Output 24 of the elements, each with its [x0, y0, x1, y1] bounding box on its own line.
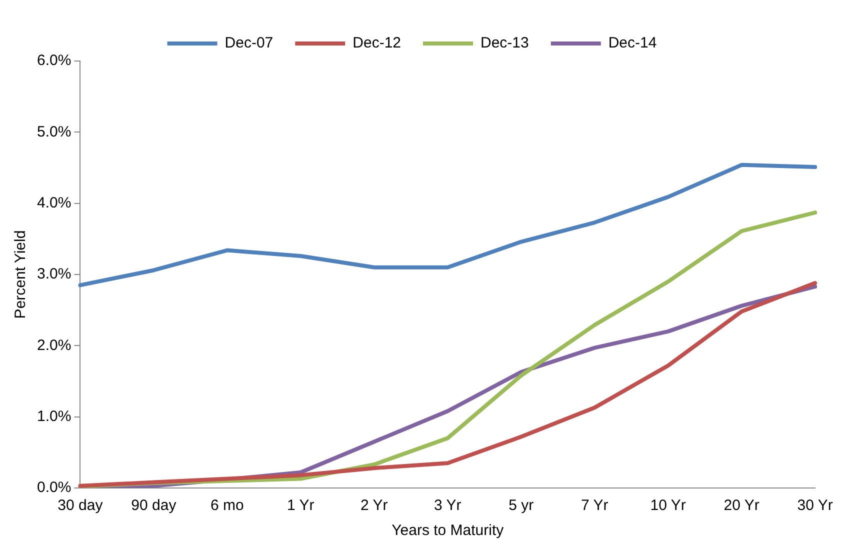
y-tick-label: 1.0%	[36, 408, 72, 425]
x-tick-label: 90 day	[131, 497, 177, 514]
legend-label: Dec-13	[480, 34, 529, 52]
y-tick-label: 6.0%	[36, 52, 72, 70]
y-tick-label: 5.0%	[36, 123, 72, 140]
x-tick-label: 10 Yr	[650, 497, 686, 514]
x-tick-label: 1 Yr	[287, 497, 314, 514]
x-tick-label: 2 Yr	[360, 497, 388, 514]
x-tick-label: 6 mo	[210, 497, 244, 514]
x-tick-label: 30 day	[58, 497, 104, 514]
legend-label: Dec-12	[352, 34, 402, 52]
y-tick-label: 2.0%	[36, 336, 72, 354]
x-tick-label: 7 Yr	[580, 497, 608, 514]
y-tick-label: 0.0%	[36, 479, 72, 496]
y-tick-label: 4.0%	[36, 194, 72, 212]
x-tick-label: 30 Yr	[797, 497, 833, 514]
x-tick-label: 3 Yr	[434, 497, 462, 514]
y-tick-label: 3.0%	[36, 266, 72, 283]
x-tick-label: 5 yr	[508, 497, 534, 514]
x-axis-title: Years to Maturity	[392, 522, 504, 540]
legend-label: Dec-14	[608, 34, 657, 52]
legend-label: Dec-07	[224, 34, 274, 52]
x-tick-label: 20 Yr	[724, 497, 760, 514]
y-axis-title: Percent Yield	[12, 230, 30, 319]
